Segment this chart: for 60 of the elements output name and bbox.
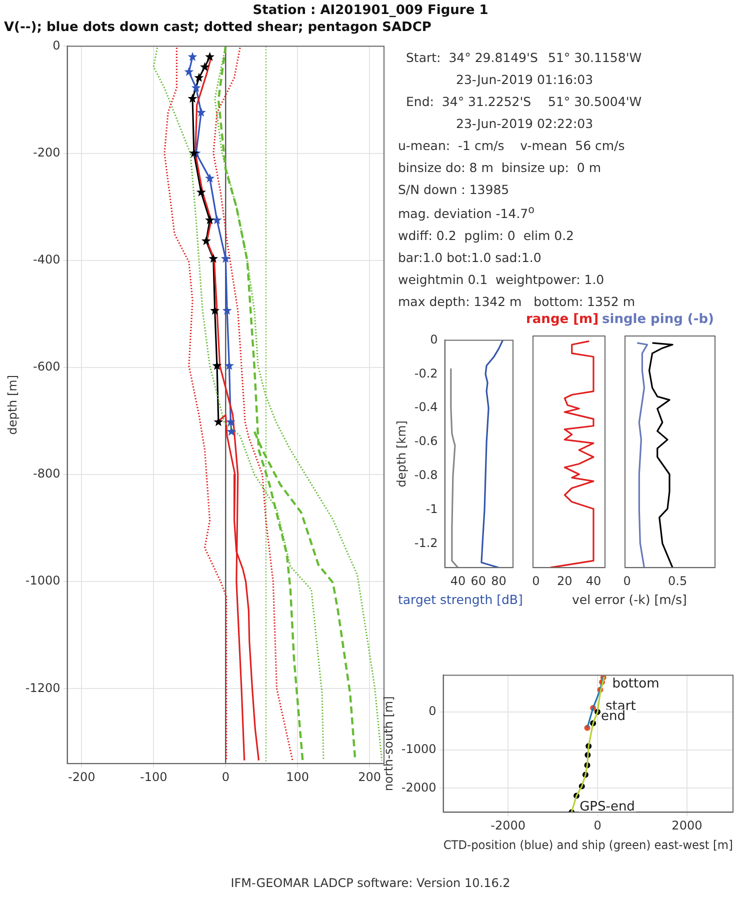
text: wdiff: 0.2 pglim: 0 elim 0.2 <box>398 228 575 244</box>
x-tick-label: 2000 <box>672 818 702 833</box>
y-axis-title: north-south [m] <box>381 696 396 792</box>
text: max depth: 1342 m bottom: 1352 m <box>398 294 636 310</box>
x-tick-label: 0 <box>222 770 230 784</box>
x-tick-label: -2000 <box>490 818 526 833</box>
y-tick-label: -200 <box>33 145 60 160</box>
y-tick-label: 0 <box>430 332 438 346</box>
x-tick-label: 40 <box>586 574 602 588</box>
text: weightmin 0.1 weightpower: 1.0 <box>398 272 606 288</box>
y-tick-label: 0 <box>428 704 436 718</box>
x-axis-title: target strength [dB] <box>398 592 523 607</box>
text: 23-Jun-2019 01:16:03 <box>455 72 594 87</box>
y-tick-label: -0.6 <box>414 434 438 448</box>
y-tick-label: -1200 <box>25 680 60 695</box>
y-tick-label: -1.2 <box>414 536 438 550</box>
y-axis-title: depth [m] <box>5 375 20 435</box>
y-tick-label: -1 <box>426 502 438 516</box>
text: binsize do: 8 m binsize up: 0 m <box>398 160 602 175</box>
text: bar:1.0 bot:1.0 sad:1.0 <box>398 250 542 266</box>
chart-title: single ping (-b) <box>602 312 714 327</box>
x-tick-label: 40 <box>450 574 466 588</box>
x-tick-label: -200 <box>68 770 96 784</box>
y-tick-label: -0.8 <box>414 468 438 482</box>
x-tick-label: 80 <box>491 574 506 588</box>
text: S/N down : 13985 <box>398 182 510 197</box>
text: IFM-GEOMAR LADCP software: Version 10.16.2 <box>230 876 512 890</box>
x-axis-title: vel error (-k) [m/s] <box>572 592 687 607</box>
text: End: 34° 31.2252'S <box>405 94 532 109</box>
y-tick-label: -400 <box>33 252 60 266</box>
x-tick-label: 0 <box>532 574 540 588</box>
y-tick-label: -600 <box>33 360 60 374</box>
y-tick-label: -2000 <box>401 780 436 794</box>
y-tick-label: -1000 <box>401 742 436 756</box>
chart-title: range [m] <box>526 312 599 327</box>
y-tick-label: 0 <box>52 38 60 52</box>
x-tick-label: 100 <box>286 770 310 784</box>
text: u-mean: -1 cm/s v-mean 56 cm/s <box>398 138 626 153</box>
x-tick-label: 0 <box>623 574 631 588</box>
text: Start: 34° 29.8149'S <box>405 50 539 65</box>
x-tick-label: -100 <box>140 770 168 784</box>
chart-title: Station : AI201901_009 Figure 1 <box>252 3 490 18</box>
text: 51° 30.1158'W <box>548 50 643 65</box>
text: 51° 30.5004'W <box>548 94 643 109</box>
annotation: GPS-end <box>580 800 635 815</box>
text: mag. deviation -14.7$^{o}$ <box>398 204 536 222</box>
y-tick-label: -800 <box>33 466 60 481</box>
chart-subtitle: V(--); blue dots down cast; dotted shear; pentagon SADCP <box>4 20 432 35</box>
y-tick-label: -0.4 <box>414 400 438 414</box>
y-axis-title: depth [km] <box>394 420 408 488</box>
y-tick-label: -0.2 <box>414 366 438 380</box>
y-tick-label: -1000 <box>25 574 60 588</box>
x-tick-label: 60 <box>470 574 486 588</box>
text: 23-Jun-2019 02:22:03 <box>455 116 594 131</box>
x-axis-title: CTD-position (blue) and ship (green) east-west [m] <box>443 838 733 852</box>
x-tick-label: 0 <box>594 818 602 833</box>
annotation: bottom <box>612 676 660 692</box>
x-tick-label: 20 <box>557 574 572 588</box>
x-tick-label: 0.5 <box>668 574 688 588</box>
x-tick-label: 200 <box>358 770 382 784</box>
